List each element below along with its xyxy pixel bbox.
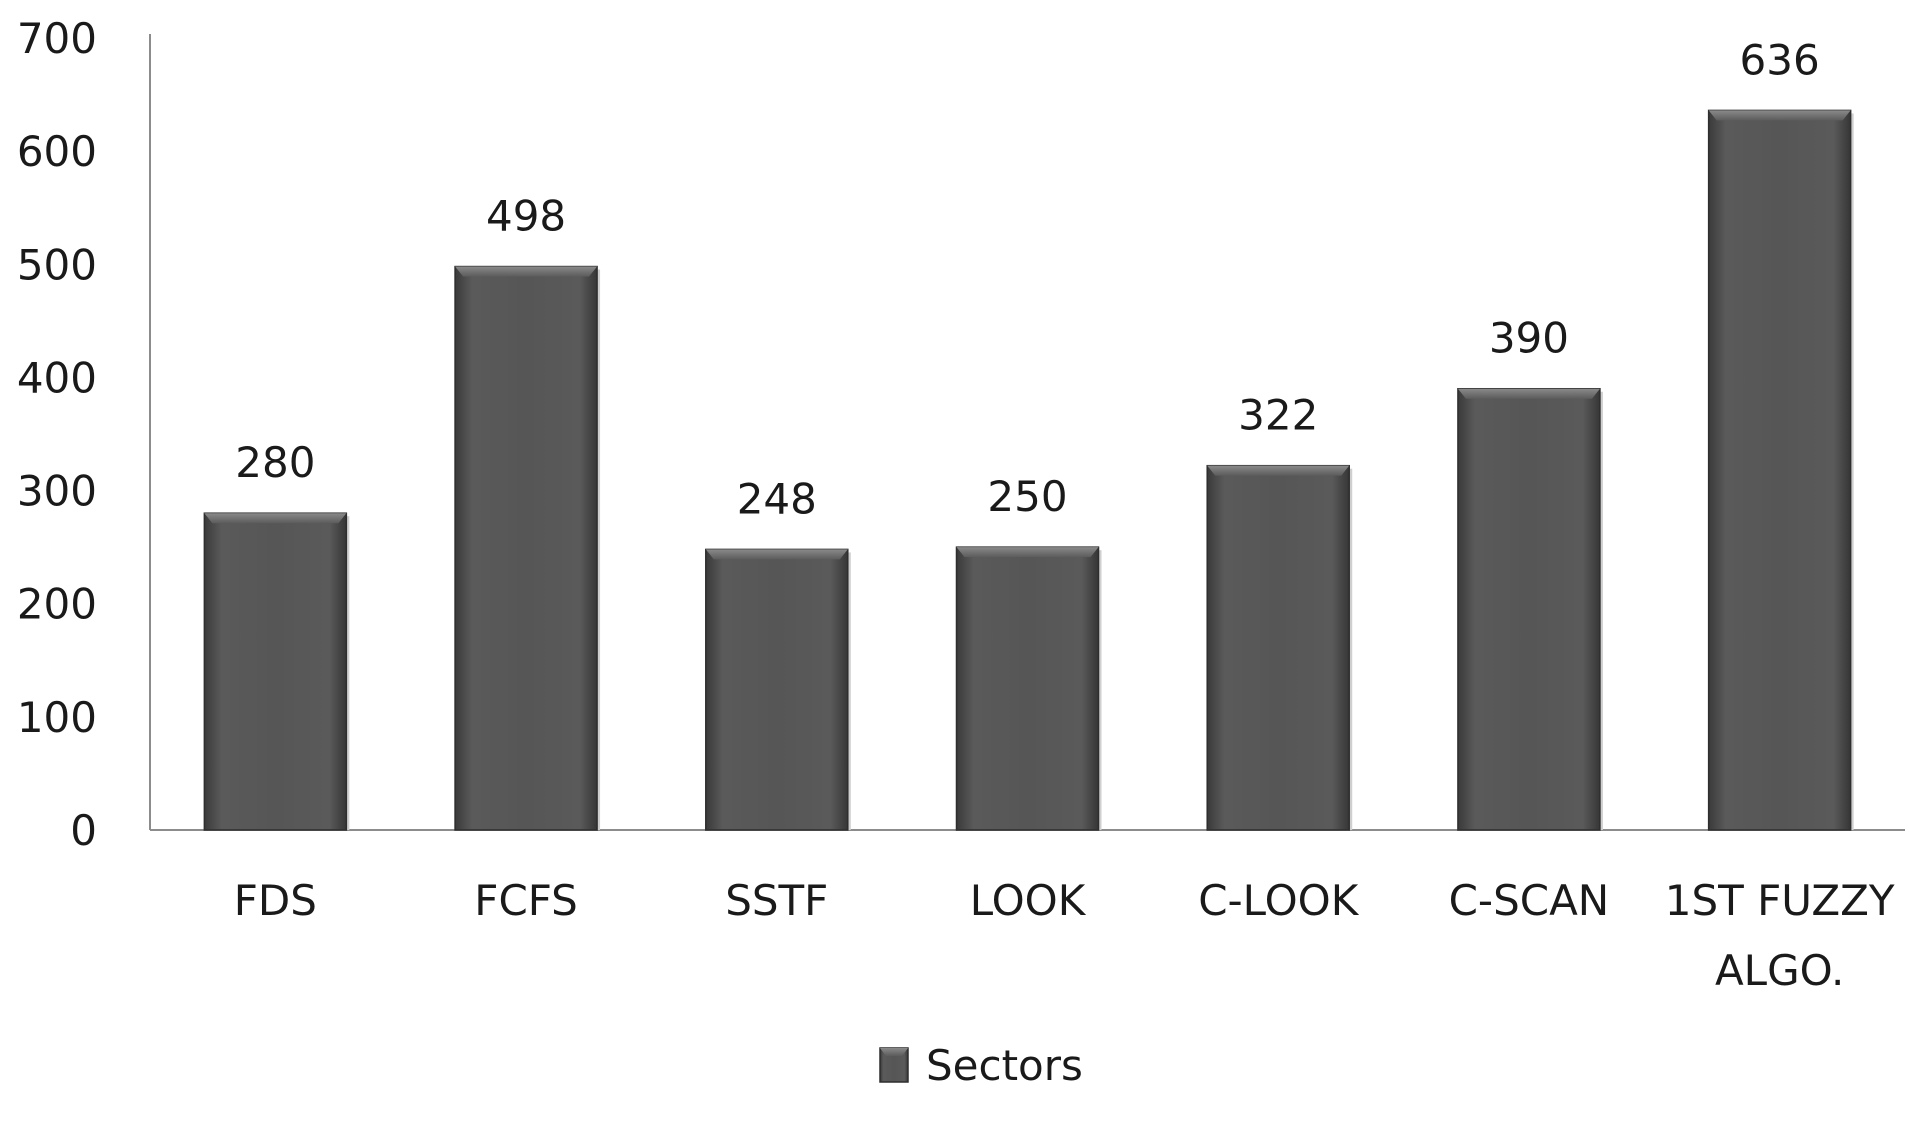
y-tick-label: 700 [17,14,97,63]
x-tick-label: ALGO. [1715,946,1844,995]
bar [1206,464,1350,831]
data-label: 636 [1740,35,1820,84]
legend-label: Sectors [926,1041,1083,1090]
bar [203,512,348,831]
bar-look [955,546,1102,831]
y-tick-label: 600 [17,127,97,176]
bar-1st-fuzzy-algo [1707,109,1854,831]
x-tick-label: FCFS [474,876,578,925]
y-tick-label: 100 [17,693,97,742]
bars [203,109,1854,831]
bar [705,548,849,831]
x-tick-label: C-LOOK [1198,876,1360,925]
data-label: 280 [235,438,315,487]
bar-bevel [204,513,347,524]
y-tick-label: 300 [17,467,97,516]
y-tick-label: 200 [17,580,97,629]
x-tick-label: 1ST FUZZY [1665,876,1895,925]
bar-fds [203,512,350,831]
x-tick-label: LOOK [970,876,1087,925]
labels: 0 100 200 300 400 500 600 700 280 FDS 498 FCFS 248 SS… [17,14,1895,995]
legend: Sectors [879,1041,1083,1090]
y-tick-label: 0 [70,806,97,855]
data-label: 390 [1489,314,1569,363]
data-label: 250 [987,472,1067,521]
bar-c-look [1206,464,1353,831]
data-label: 498 [486,192,566,241]
y-tick-label: 500 [17,240,97,289]
bar-bevel [1708,110,1851,121]
data-label: 248 [737,474,817,523]
bar [454,265,598,831]
bar-sstf [705,548,851,831]
bar [955,546,1100,831]
y-tick-label: 400 [17,353,97,402]
x-tick-label: SSTF [725,876,828,925]
legend-swatch-bevel [880,1048,908,1056]
x-tick-label: C-SCAN [1449,876,1610,925]
x-tick-label: FDS [234,876,317,925]
data-label: 322 [1238,391,1318,440]
bar [1707,109,1852,831]
bar-bevel [1457,388,1600,399]
bar-bevel [455,266,598,277]
bar-bevel [705,549,848,560]
bar-bevel [956,547,1099,558]
bar [1457,387,1601,831]
bar-fcfs [454,265,601,831]
bar-c-scan [1457,387,1603,831]
bar-bevel [1207,465,1350,476]
